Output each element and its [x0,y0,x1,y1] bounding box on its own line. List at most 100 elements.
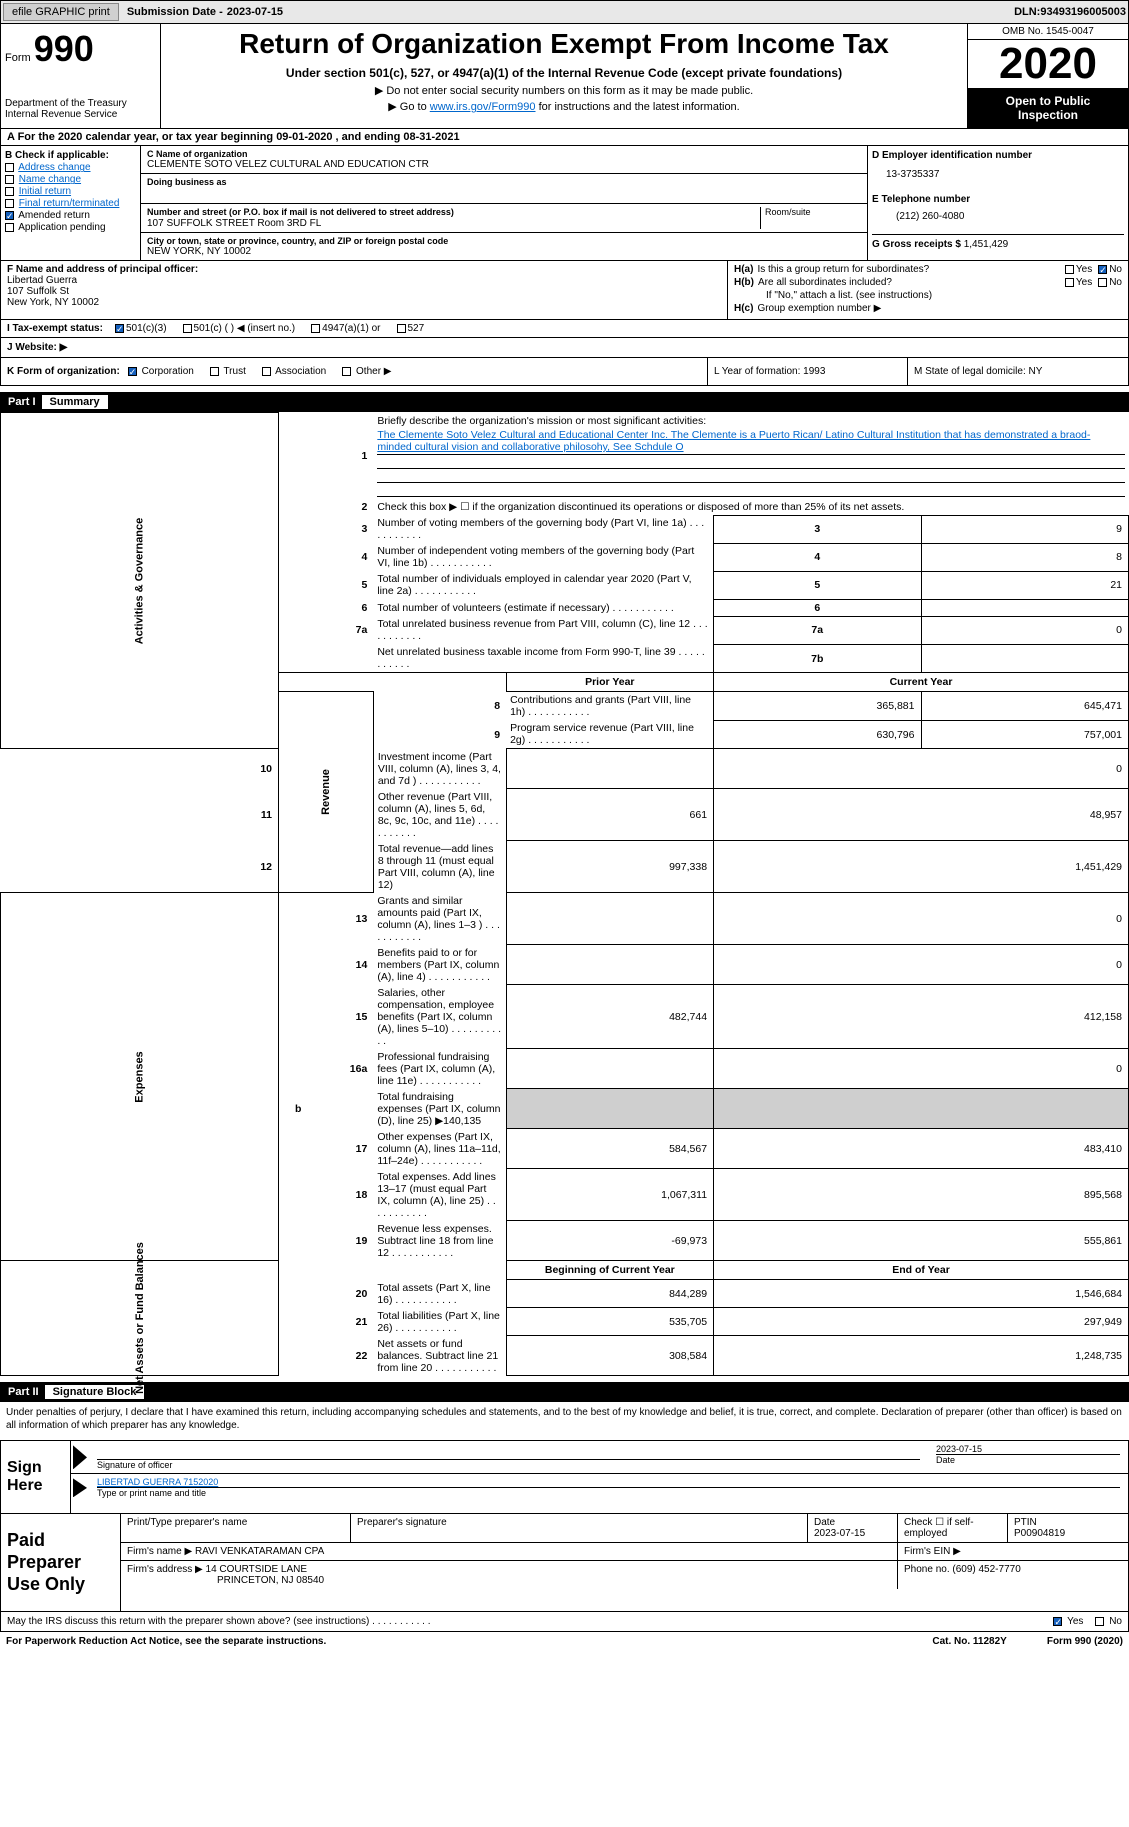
chk-initial-return[interactable]: Initial return [5,186,136,197]
line-text: Total number of individuals employed in … [373,571,713,599]
paid-preparer-block: Paid Preparer Use Only Print/Type prepar… [0,1514,1129,1612]
phone-label: Phone no. [904,1564,952,1575]
chk-application-pending[interactable]: Application pending [5,222,136,233]
val-curr: 412,158 [714,985,1129,1049]
q2-text: Check this box ▶ ☐ if the organization d… [373,499,1128,516]
opt-501c3[interactable]: 501(c)(3) [115,323,167,334]
discuss-text: May the IRS discuss this return with the… [7,1616,1041,1627]
line-no: 16a [279,1049,374,1089]
irs-link[interactable]: www.irs.gov/Form990 [430,101,536,113]
line-no: 7a [279,616,374,644]
line-no: 4 [279,543,374,571]
num-box: 7b [714,644,921,673]
val-prior: 661 [506,789,713,841]
opt-501c[interactable]: 501(c) ( ) ◀ (insert no.) [183,323,296,334]
ein-value: 13-3735337 [886,169,1124,180]
inspect-line2: Inspection [970,108,1126,122]
prep-sig-hdr: Preparer's signature [351,1514,808,1542]
dept-irs: Internal Revenue Service [5,109,156,120]
sign-block: Sign Here Signature of officer 2023-07-1… [0,1440,1129,1514]
ha-label: H(a) [734,264,753,275]
org-city: NEW YORK, NY 10002 [147,246,861,257]
dept-treasury: Department of the Treasury [5,98,156,109]
title-box: Return of Organization Exempt From Incom… [161,24,968,128]
line-no: 5 [279,571,374,599]
firm-addr-label: Firm's address ▶ [127,1564,203,1575]
tel-value: (212) 260-4080 [896,211,1124,222]
val-curr: 297,949 [714,1308,1129,1336]
yes-label: Yes [1076,277,1092,288]
chk-label: Address change [18,162,90,173]
val-cell [921,644,1129,673]
line-text: Contributions and grants (Part VIII, lin… [506,692,713,721]
line-text: Grants and similar amounts paid (Part IX… [373,893,506,945]
phone-val: (609) 452-7770 [952,1564,1020,1575]
part-number: Part II [8,1386,39,1398]
prep-name-hdr: Print/Type preparer's name [121,1514,351,1542]
sign-date: 2023-07-15 [936,1444,1120,1455]
col-hdr-end: End of Year [714,1261,1129,1280]
chk-label: Initial return [19,186,71,197]
opt-label: Trust [223,366,245,377]
opt-corp[interactable]: Corporation [128,366,194,377]
prep-date-val: 2023-07-15 [814,1528,891,1539]
form-990-page: efile GRAPHIC print Submission Date - 20… [0,0,1129,1651]
no-label: No [1109,264,1122,275]
hb-no[interactable]: No [1098,277,1122,288]
line-text: Number of independent voting members of … [373,543,713,571]
line-no: 12 [1,841,279,893]
header-row: Form 990 Department of the Treasury Inte… [0,24,1129,129]
side-label-exp: Expenses [1,893,279,1261]
form-subtitle: Under section 501(c), 527, or 4947(a)(1)… [165,66,963,80]
col-hdr-curr: Current Year [714,673,1129,692]
gross-label: G Gross receipts $ [872,239,964,250]
line-text: Professional fundraising fees (Part IX, … [373,1049,506,1089]
discuss-yes[interactable]: Yes [1053,1616,1083,1627]
hb-label: H(b) [734,277,754,288]
opt-trust[interactable]: Trust [210,366,246,377]
opt-label: Other ▶ [356,366,391,377]
chk-name-change[interactable]: Name change [5,174,136,185]
efile-print-button[interactable]: efile GRAPHIC print [3,3,119,21]
submission-date: 2023-07-15 [227,6,283,18]
line-text: Total revenue—add lines 8 through 11 (mu… [373,841,506,893]
sig-label: Signature of officer [97,1460,920,1470]
officer-addr1: 107 Suffolk St [7,286,721,297]
inspect-line1: Open to Public [970,94,1126,108]
discuss-no[interactable]: No [1095,1616,1122,1627]
val-curr: 48,957 [714,789,1129,841]
num-box: 3 [714,515,921,543]
opt-4947[interactable]: 4947(a)(1) or [311,323,380,334]
addr-label: Number and street (or P.O. box if mail i… [147,207,756,217]
chk-amended[interactable]: Amended return [5,210,136,221]
line-text: Program service revenue (Part VIII, line… [506,720,713,749]
chk-final-return[interactable]: Final return/terminated [5,198,136,209]
line-text: Total number of volunteers (estimate if … [373,599,713,616]
submission-date-label: Submission Date - [127,6,223,18]
yes-label: Yes [1076,264,1092,275]
ha-yes[interactable]: Yes [1065,264,1092,275]
note-ssn: ▶ Do not enter social security numbers o… [165,84,963,97]
line-no: 11 [1,789,279,841]
hb-yes[interactable]: Yes [1065,277,1092,288]
opt-527[interactable]: 527 [397,323,425,334]
val-curr: 645,471 [921,692,1129,721]
opt-assoc[interactable]: Association [262,366,326,377]
yes-label: Yes [1067,1616,1083,1627]
opt-label: 501(c) ( ) ◀ (insert no.) [194,323,296,334]
ptin-hdr: PTIN [1014,1517,1122,1528]
opt-label: 4947(a)(1) or [322,323,380,334]
side-label-gov: Activities & Governance [1,413,279,749]
hb-text: Are all subordinates included? [758,277,1065,288]
line-text: Revenue less expenses. Subtract line 18 … [373,1221,506,1261]
val-prior: 997,338 [506,841,713,893]
chk-address-change[interactable]: Address change [5,162,136,173]
tax-status-label: I Tax-exempt status: [7,323,103,334]
ha-no[interactable]: No [1098,264,1122,275]
tax-year: 2020 [968,40,1128,88]
opt-label: 527 [408,323,425,334]
val-cell [921,599,1129,616]
date-label: Date [936,1455,1120,1465]
line-text: Investment income (Part VIII, column (A)… [373,749,506,789]
opt-other[interactable]: Other ▶ [342,366,391,377]
